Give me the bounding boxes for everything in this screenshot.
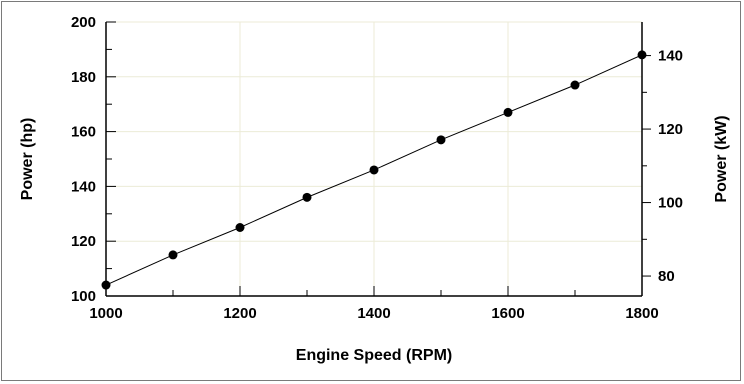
data-point	[503, 107, 513, 117]
y-tick-label-left: 180	[71, 69, 96, 86]
grid-lines	[105, 21, 643, 297]
data-point	[302, 192, 312, 202]
x-tick-label: 1200	[223, 305, 256, 322]
data-point	[369, 165, 379, 175]
y-tick-label-left: 140	[71, 178, 96, 195]
x-tick-label: 1600	[491, 305, 524, 322]
data-point	[235, 223, 245, 232]
x-tick-label: 1800	[625, 305, 658, 322]
ticks	[105, 21, 651, 297]
data-point	[168, 250, 178, 260]
y-tick-label-left: 120	[71, 233, 96, 250]
data-point	[637, 50, 647, 60]
y-tick-label-right: 100	[658, 195, 683, 212]
y-tick-label-left: 100	[71, 288, 96, 305]
y-tick-label-left: 160	[71, 124, 96, 141]
series	[101, 50, 647, 290]
x-axis-label: Engine Speed (RPM)	[296, 347, 452, 364]
y-tick-label-right: 140	[658, 48, 683, 65]
x-tick-label: 1400	[357, 305, 390, 322]
data-point	[436, 135, 446, 145]
y-axis-label-left: Power (hp)	[19, 118, 36, 201]
data-point	[101, 280, 111, 290]
data-point	[570, 80, 580, 90]
y-axis-label-right: Power (kW)	[713, 115, 730, 202]
y-tick-label-left: 200	[71, 14, 96, 31]
x-tick-label: 1000	[89, 305, 122, 322]
tick-labels: 1000 1200 1400 1600 1800 100 120 140 160 180 200 80…	[71, 14, 683, 322]
y-tick-label-right: 80	[658, 268, 675, 285]
y-tick-label-right: 120	[658, 121, 683, 138]
